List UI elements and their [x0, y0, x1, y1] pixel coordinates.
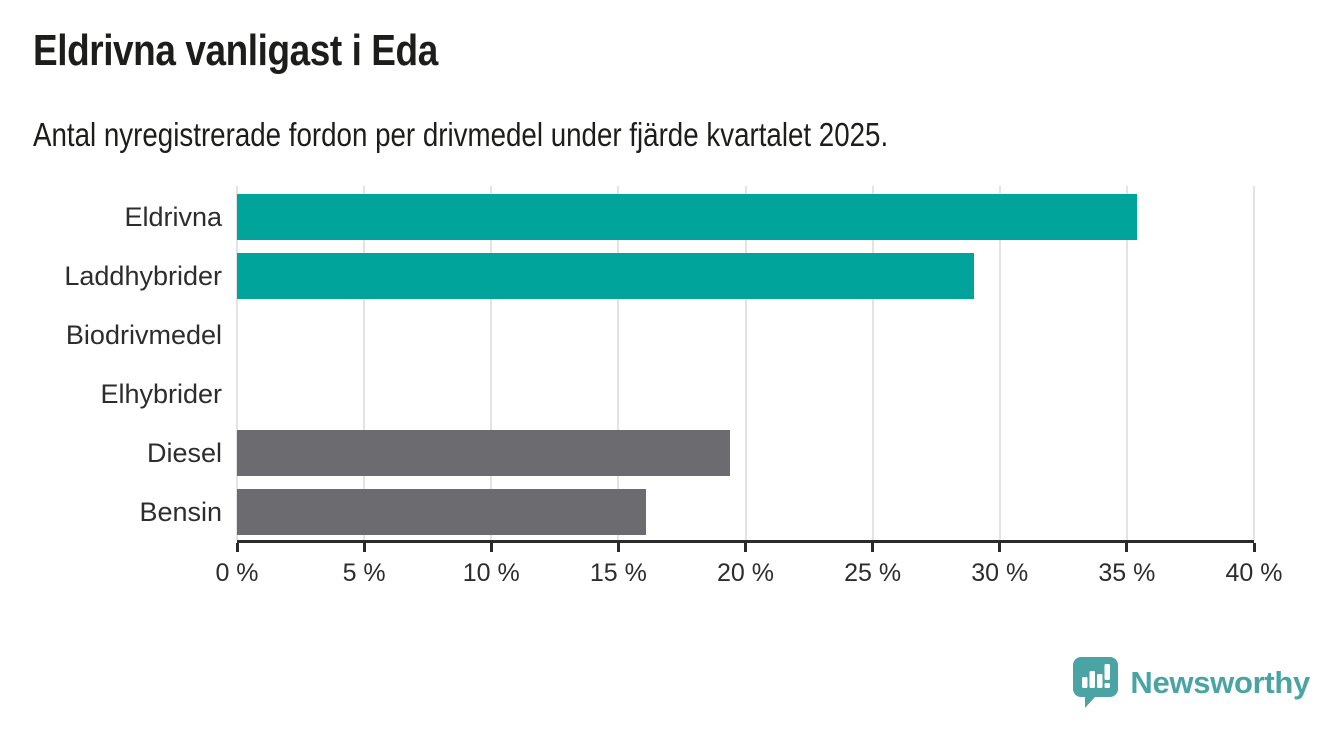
axis-tick [1125, 543, 1129, 552]
category-label-laddhybrider: Laddhybrider [64, 261, 222, 291]
gridline [1253, 186, 1255, 540]
plot-area [236, 186, 1255, 540]
category-label-eldrivna: Eldrivna [124, 202, 222, 232]
bar-laddhybrider [237, 253, 975, 299]
category-label-bensin: Bensin [139, 497, 222, 527]
x-tick-label: 15 % [589, 559, 647, 587]
category-label-biodrivmedel: Biodrivmedel [65, 320, 222, 350]
gridline [236, 186, 238, 540]
gridline [490, 186, 493, 540]
axis-tick [1252, 543, 1256, 552]
bar-eldrivna [237, 194, 1138, 240]
category-label-diesel: Diesel [146, 438, 222, 468]
chart-subtitle: Antal nyregistrerade fordon per drivmede… [33, 116, 889, 153]
x-tick-label: 10 % [462, 559, 520, 587]
x-tick-label: 5 % [342, 559, 386, 587]
axis-tick [871, 543, 875, 552]
x-tick-label: 20 % [717, 559, 774, 587]
newsworthy-logo: Newsworthy [1072, 656, 1310, 709]
category-axis: Eldrivna Laddhybrider Biodrivmedel Elhybrid… [0, 186, 222, 540]
x-tick-label: 40 % [1225, 559, 1283, 587]
gridline [744, 186, 747, 540]
axis-tick [616, 543, 620, 552]
newsworthy-logo-icon [1073, 657, 1119, 708]
gridline [363, 186, 366, 540]
gridline [1125, 186, 1128, 540]
axis-tick [235, 543, 239, 552]
axis-tick [489, 543, 493, 552]
x-tick-label: 35 % [1098, 559, 1156, 587]
gridline [871, 186, 874, 540]
axis-tick [362, 543, 366, 552]
category-label-elhybrider: Elhybrider [100, 379, 222, 409]
chart-title: Eldrivna vanligast i Eda [33, 26, 438, 75]
x-tick-label: 0 % [215, 559, 259, 587]
axis-tick [744, 543, 747, 552]
axis-tick [998, 543, 1002, 552]
value-axis: 0 % 5 % 10 % 15 % 20 % 25 % 30 % 35 % 40 % [215, 540, 1282, 603]
bar-diesel [237, 430, 731, 476]
gridline [998, 186, 1001, 540]
x-tick-label: 25 % [844, 559, 902, 587]
bar-bensin [237, 489, 647, 535]
gridline [617, 186, 620, 540]
newsworthy-logo-text: Newsworthy [1130, 664, 1310, 700]
x-tick-label: 30 % [971, 559, 1029, 587]
